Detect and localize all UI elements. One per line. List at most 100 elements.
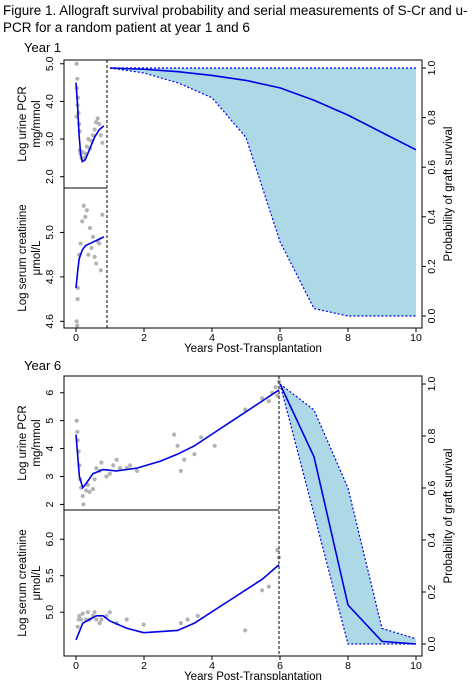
scr-data-point <box>75 624 80 629</box>
upcr-data-point <box>87 489 92 494</box>
upcr-data-point <box>84 144 89 149</box>
upcr-data-point <box>92 477 97 482</box>
scr-y-tick-label: 5.0 <box>44 225 56 240</box>
x-tick-label: 10 <box>410 660 422 672</box>
x-tick-label: 0 <box>73 660 79 672</box>
x-tick-label: 10 <box>410 332 422 344</box>
scr-data-point <box>87 225 93 231</box>
scr-y-tick-label: 5.5 <box>44 568 56 583</box>
x-tick-label: 6 <box>277 660 283 672</box>
survival-ci-lower <box>279 383 416 645</box>
scr-data-point <box>243 628 248 633</box>
survival-y-tick-label: 0.0 <box>426 637 438 652</box>
upcr-y-tick-label: 6 <box>44 390 56 396</box>
plot-frame <box>63 375 423 657</box>
upcr-data-point <box>90 133 96 138</box>
scr-data-point <box>86 252 91 257</box>
scr-data-point <box>185 617 190 622</box>
scr-data-point <box>97 241 102 246</box>
scr-y-axis-label: Log serum creatinine <box>17 204 29 311</box>
scr-data-point <box>80 611 85 616</box>
survival-ci-lower <box>109 67 416 317</box>
scr-y-tick-label: 4.6 <box>44 314 56 329</box>
upcr-data-point <box>81 502 86 507</box>
upcr-fitted-line <box>75 389 280 490</box>
scr-data-point <box>97 621 102 626</box>
upcr-data-point <box>95 116 100 121</box>
upcr-data-point <box>114 457 119 462</box>
upcr-data-point <box>107 471 112 476</box>
upcr-fitted-line <box>75 82 105 163</box>
upcr-data-point <box>212 443 217 448</box>
upcr-data-point <box>80 493 85 499</box>
upcr-data-point <box>199 435 204 440</box>
survival-ci-band <box>110 68 416 316</box>
upcr-data-point <box>74 61 79 66</box>
upcr-data-point <box>75 76 80 81</box>
scr-y-axis-label: μmol/L <box>31 240 43 275</box>
scr-data-point <box>107 610 112 615</box>
year-6-panel: Year 6 2 3 4 5 6 Log urine PCR mg/mmol 5.0 5.5 6.0… <box>17 358 455 680</box>
scr-fitted-line <box>75 564 280 641</box>
upcr-y-tick-label: 2.0 <box>44 169 56 184</box>
scr-data-point <box>77 613 82 618</box>
scr-data-point <box>92 254 97 259</box>
upcr-y-tick-label: 5 <box>44 418 56 424</box>
x-tick-label: 4 <box>209 332 215 344</box>
scr-data-point <box>99 617 104 622</box>
x-tick-label: 2 <box>141 332 147 344</box>
upcr-data-point <box>243 407 248 412</box>
scr-data-point <box>80 219 85 224</box>
x-tick-label: 8 <box>345 332 351 344</box>
scr-data-point <box>75 297 80 302</box>
scr-data-point <box>94 617 99 622</box>
scr-data-point <box>141 622 146 627</box>
survival-curve <box>109 67 417 151</box>
survival-y-tick-label: 0.6 <box>426 160 438 175</box>
upcr-data-point <box>74 418 79 423</box>
scr-data-point <box>259 588 265 593</box>
year-1-panel: Year 1 2.0 3.0 4.0 5.0 Log urine PCR mg/mmol 4.… <box>17 40 455 355</box>
survival-y-tick-label: 0.8 <box>426 110 438 125</box>
x-tick-label: 6 <box>277 332 283 344</box>
upcr-y-axis-label: Log urine PCR <box>17 405 29 480</box>
upcr-data-point <box>182 457 187 462</box>
upcr-y-axis-label: mg/mmol <box>31 100 43 147</box>
survival-y-tick-label: 0.2 <box>426 585 438 600</box>
x-tick-label: 8 <box>345 660 351 672</box>
upcr-data-point <box>134 468 139 474</box>
scr-fitted-line <box>75 236 105 289</box>
upcr-data-point <box>178 468 183 474</box>
scr-data-point <box>98 268 103 273</box>
survival-y-tick-label: 0.0 <box>426 309 438 324</box>
scr-y-tick-label: 4.8 <box>44 269 56 284</box>
x-tick-label: 0 <box>73 332 79 344</box>
upcr-data-point <box>98 133 103 138</box>
survival-y-tick-label: 0.2 <box>426 259 438 274</box>
scr-y-axis-label: Log serum creatinine <box>17 529 29 636</box>
upcr-data-point <box>90 486 96 492</box>
survival-y-tick-label: 0.4 <box>426 533 438 548</box>
upcr-y-axis-label: Log urine PCR <box>17 86 29 161</box>
upcr-data-point <box>94 120 99 125</box>
x-tick-label: 4 <box>209 660 215 672</box>
upcr-data-point <box>259 396 265 401</box>
scr-data-point <box>84 208 89 213</box>
figure-caption: Figure 1. Allograft survival probability… <box>3 3 468 35</box>
scr-data-point <box>100 212 105 217</box>
survival-y-tick-label: 1.0 <box>426 61 438 76</box>
survival-y-axis-label: Probability of graft survival <box>443 127 455 262</box>
scr-y-tick-label: 5.0 <box>44 605 56 620</box>
upcr-data-point <box>100 140 105 145</box>
panel-title: Year 6 <box>24 358 61 373</box>
scr-data-point <box>78 617 84 622</box>
scr-data-point <box>124 617 129 622</box>
scr-data-point <box>275 548 280 553</box>
x-tick-label: 2 <box>141 660 147 672</box>
plot-frame <box>63 59 423 329</box>
upcr-data-point <box>99 460 104 465</box>
upcr-y-tick-label: 3.0 <box>44 132 56 147</box>
upcr-data-point <box>104 474 109 479</box>
upcr-y-axis-label: mg/mmol <box>31 419 43 466</box>
